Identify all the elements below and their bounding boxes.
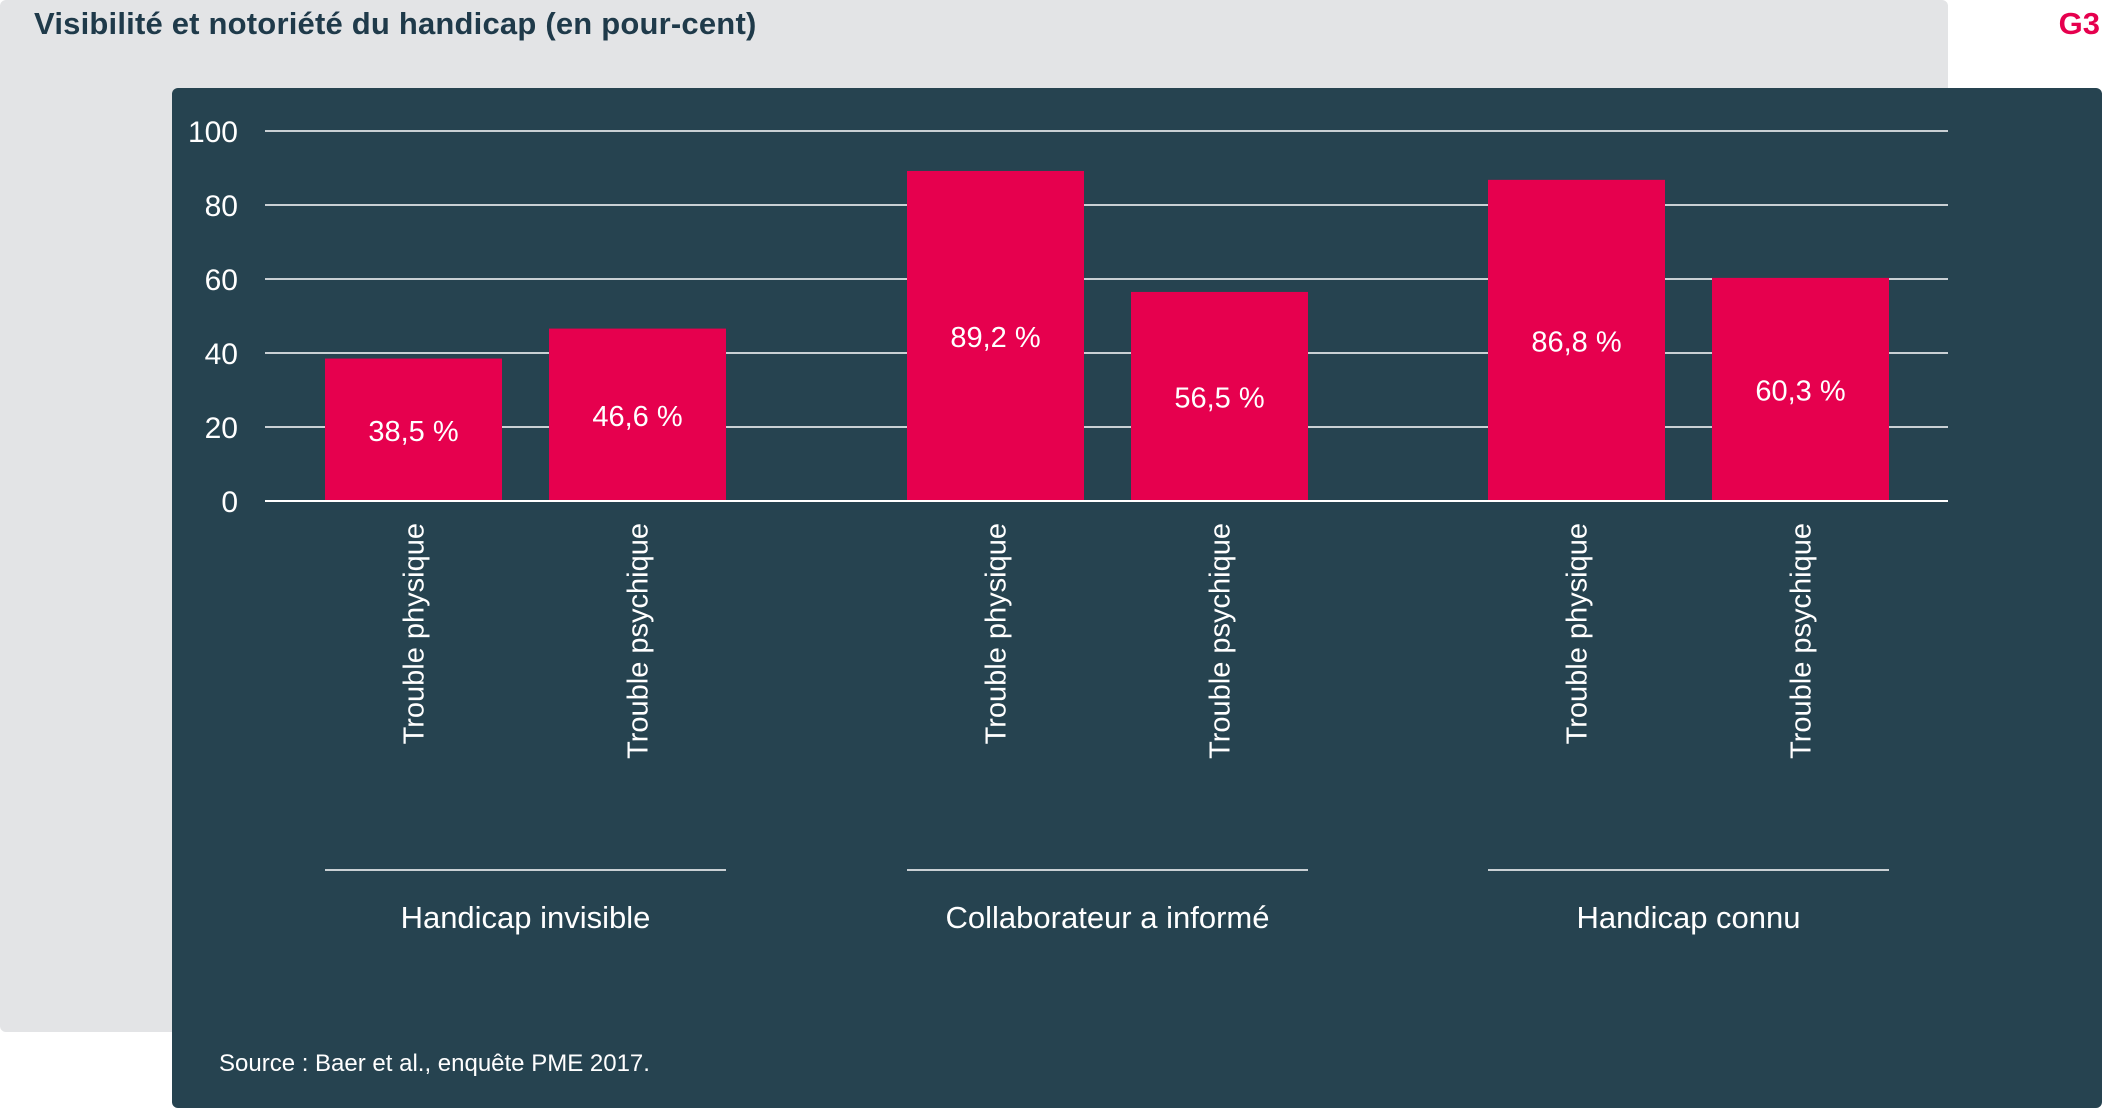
chart-title: Visibilité et notoriété du handicap (en … xyxy=(34,6,757,41)
chart-panel xyxy=(172,88,2102,1108)
figure-code: G3 xyxy=(2058,6,2100,41)
bar xyxy=(1131,291,1308,501)
y-tick-label: 100 xyxy=(188,116,238,149)
bar-value-label: 86,8 % xyxy=(1531,326,1621,358)
bar-value-label: 38,5 % xyxy=(368,416,458,448)
bar xyxy=(325,358,502,501)
bar-value-label: 60,3 % xyxy=(1755,375,1845,407)
bar-value-label: 89,2 % xyxy=(950,322,1040,354)
x-category-label: Trouble physique xyxy=(399,523,431,744)
group-label: Handicap connu xyxy=(1576,900,1800,935)
bar xyxy=(907,170,1084,501)
x-category-label: Trouble physique xyxy=(981,523,1013,744)
group-label: Collaborateur a informé xyxy=(946,900,1270,935)
x-category-label: Trouble psychique xyxy=(1786,523,1818,759)
bar xyxy=(1712,277,1889,501)
y-tick-label: 20 xyxy=(205,412,238,445)
x-category-label: Trouble psychique xyxy=(1205,523,1237,759)
y-tick-label: 60 xyxy=(205,264,238,297)
bar xyxy=(549,328,726,501)
y-tick-label: 40 xyxy=(205,338,238,371)
y-tick-label: 0 xyxy=(221,486,238,519)
bar-value-label: 46,6 % xyxy=(592,401,682,433)
x-category-label: Trouble psychique xyxy=(623,523,655,759)
bar-value-label: 56,5 % xyxy=(1174,382,1264,414)
source-note: Source : Baer et al., enquête PME 2017. xyxy=(219,1050,650,1077)
y-tick-label: 80 xyxy=(205,190,238,223)
group-label: Handicap invisible xyxy=(401,900,651,935)
bar xyxy=(1488,179,1665,501)
x-category-label: Trouble physique xyxy=(1562,523,1594,744)
